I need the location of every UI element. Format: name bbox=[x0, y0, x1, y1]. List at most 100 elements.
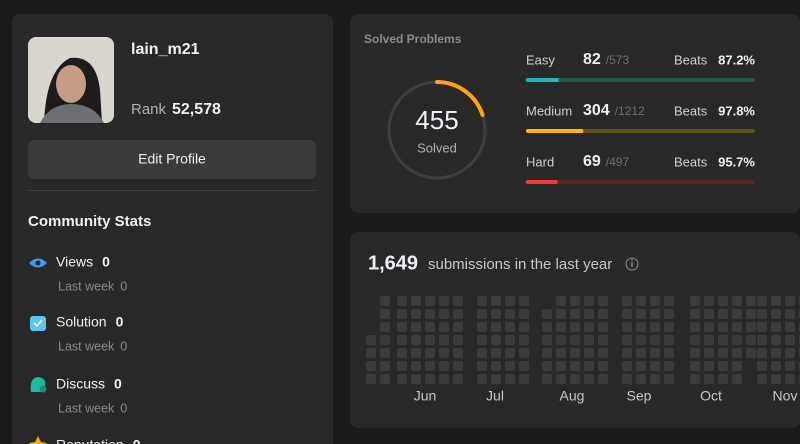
heatmap-cell bbox=[622, 348, 632, 358]
stat-value: 0 bbox=[114, 376, 122, 392]
heatmap-cell bbox=[556, 348, 566, 358]
section-title: Community Stats bbox=[28, 213, 151, 230]
solved-total: 455 bbox=[415, 105, 458, 135]
heatmap-cell bbox=[718, 348, 728, 358]
heatmap-cell bbox=[542, 335, 552, 345]
heatmap-cell bbox=[542, 309, 552, 319]
heatmap-cell bbox=[757, 296, 767, 306]
heatmap-cell bbox=[718, 322, 728, 332]
heatmap-cell bbox=[785, 361, 795, 371]
heatmap-cell bbox=[732, 322, 742, 332]
heatmap-cell bbox=[397, 374, 407, 384]
heatmap-cell bbox=[664, 296, 674, 306]
stat-sub-value: 0 bbox=[120, 401, 127, 415]
heatmap-cell bbox=[718, 296, 728, 306]
heatmap-cell bbox=[650, 348, 660, 358]
heatmap-cell bbox=[636, 348, 646, 358]
progress-bar bbox=[526, 78, 559, 82]
heatmap-cell bbox=[439, 335, 449, 345]
heatmap-cell bbox=[718, 361, 728, 371]
rank: 52,578 bbox=[172, 101, 221, 118]
heatmap-cell bbox=[505, 335, 515, 345]
heatmap-cell bbox=[732, 374, 742, 384]
heatmap-cell bbox=[771, 322, 781, 332]
heatmap-cell bbox=[598, 374, 608, 384]
heatmap-cell bbox=[650, 322, 660, 332]
left-card: lain_m21 Rank 52,578 Edit Profile Commun… bbox=[12, 14, 333, 444]
heatmap-cell bbox=[704, 322, 714, 332]
heatmap-cell bbox=[397, 361, 407, 371]
heatmap-cell bbox=[453, 374, 463, 384]
heatmap-cell bbox=[718, 374, 728, 384]
heatmap-cell bbox=[477, 374, 487, 384]
heatmap-cell bbox=[453, 296, 463, 306]
info-icon[interactable] bbox=[625, 257, 639, 271]
heatmap-cell bbox=[690, 348, 700, 358]
heatmap-cell bbox=[380, 296, 390, 306]
heatmap-cell bbox=[570, 309, 580, 319]
heatmap-cell bbox=[704, 361, 714, 371]
stat-sub-value: 0 bbox=[120, 339, 127, 353]
progress-track bbox=[526, 180, 755, 184]
edit-profile-label[interactable]: Edit Profile bbox=[138, 151, 206, 167]
heatmap-cell bbox=[519, 335, 529, 345]
heatmap-cell bbox=[690, 309, 700, 319]
heatmap-cell bbox=[397, 335, 407, 345]
rank-label: Rank bbox=[131, 101, 167, 118]
heatmap-cell bbox=[746, 309, 756, 319]
heatmap-cell bbox=[785, 296, 795, 306]
heatmap-cell bbox=[505, 309, 515, 319]
heatmap-cell bbox=[570, 296, 580, 306]
edit-profile-button[interactable] bbox=[28, 140, 316, 179]
stat-icons bbox=[29, 258, 47, 444]
heatmap-cell bbox=[622, 335, 632, 345]
stat-sub-value: 0 bbox=[120, 279, 127, 293]
submission-caption: submissions in the last year bbox=[428, 256, 612, 273]
heatmap-cell bbox=[636, 361, 646, 371]
heatmap-cell bbox=[757, 322, 767, 332]
divider bbox=[28, 190, 316, 191]
stat-sub-label: Last week bbox=[58, 339, 115, 353]
heatmap-cell bbox=[746, 348, 756, 358]
heatmap-cell bbox=[425, 374, 435, 384]
heatmap-cell bbox=[542, 361, 552, 371]
level-name: Medium bbox=[526, 103, 572, 118]
heatmap-cell bbox=[757, 374, 767, 384]
heatmap-cell bbox=[704, 309, 714, 319]
avatar bbox=[28, 37, 114, 124]
heatmap-cell bbox=[650, 296, 660, 306]
heatmap-cell bbox=[556, 374, 566, 384]
heatmap-cell bbox=[380, 361, 390, 371]
level-name: Hard bbox=[526, 154, 554, 169]
heatmap-cell bbox=[570, 361, 580, 371]
heatmap-cell bbox=[380, 348, 390, 358]
heatmap-cell bbox=[584, 322, 594, 332]
heatmap-cell bbox=[491, 348, 501, 358]
heatmap-cell bbox=[477, 322, 487, 332]
heatmap-cell bbox=[584, 361, 594, 371]
heatmap-cell bbox=[366, 348, 376, 358]
stat-label: Views bbox=[56, 254, 93, 270]
heatmap-cell bbox=[771, 309, 781, 319]
heatmap-cell bbox=[556, 322, 566, 332]
heatmap-cell bbox=[785, 348, 795, 358]
heatmap-cell bbox=[690, 296, 700, 306]
heatmap-cell bbox=[411, 309, 421, 319]
heatmap-cell bbox=[598, 309, 608, 319]
heatmap-cell bbox=[380, 322, 390, 332]
heatmap-cell bbox=[439, 296, 449, 306]
heatmap-cell bbox=[397, 348, 407, 358]
heatmap-cell bbox=[380, 374, 390, 384]
solved-card bbox=[350, 14, 800, 213]
heatmap-cell bbox=[584, 348, 594, 358]
heatmap-cell bbox=[491, 309, 501, 319]
heatmap-cell bbox=[746, 335, 756, 345]
heatmap-cell bbox=[622, 309, 632, 319]
heatmap-cell bbox=[785, 335, 795, 345]
beats-value: 95.7% bbox=[718, 154, 755, 169]
stat-label: Reputation bbox=[56, 437, 124, 444]
heatmap-cell bbox=[505, 348, 515, 358]
heatmap-cell bbox=[411, 348, 421, 358]
heatmap-cell bbox=[453, 309, 463, 319]
